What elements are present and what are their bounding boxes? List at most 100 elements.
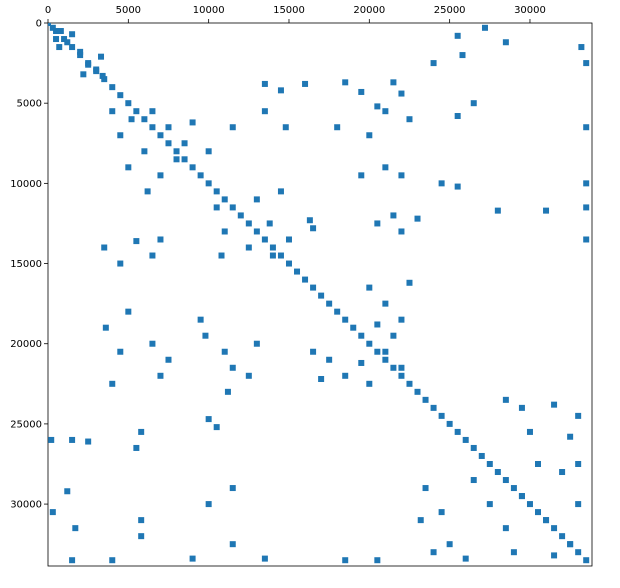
x-tick-label: 15000 [273, 5, 305, 16]
nonzero-entry [583, 204, 590, 211]
nonzero-entry [551, 525, 558, 532]
y-tick-label: 5000 [17, 99, 42, 110]
nonzero-entry [69, 44, 76, 51]
nonzero-entry [157, 372, 164, 379]
nonzero-entry [102, 324, 109, 331]
nonzero-entry [221, 196, 228, 203]
y-tick-label: 20000 [10, 339, 42, 350]
nonzero-entry [382, 300, 389, 307]
nonzero-entry [69, 31, 76, 38]
nonzero-entry [229, 541, 236, 548]
nonzero-entry [454, 113, 461, 120]
nonzero-entry [229, 364, 236, 371]
nonzero-entry [221, 348, 228, 355]
nonzero-entry [261, 236, 268, 243]
y-tick-label: 0 [36, 19, 42, 30]
nonzero-entry [221, 228, 228, 235]
nonzero-entry [454, 32, 461, 39]
nonzero-entry [285, 260, 292, 267]
nonzero-entry [583, 557, 590, 564]
x-tick-label: 0 [45, 5, 51, 16]
nonzero-entry [382, 348, 389, 355]
nonzero-entry [318, 292, 325, 299]
nonzero-entry [398, 364, 405, 371]
nonzero-entry [133, 444, 140, 451]
nonzero-entry [133, 238, 140, 245]
nonzero-entry [85, 61, 92, 68]
nonzero-entry [583, 124, 590, 131]
nonzero-entry [245, 372, 252, 379]
nonzero-entry [502, 477, 509, 484]
nonzero-entry [494, 469, 501, 476]
nonzero-entry [93, 66, 100, 73]
nonzero-entry [117, 132, 124, 139]
nonzero-entry [406, 380, 413, 387]
nonzero-entry [417, 517, 424, 524]
nonzero-entry [218, 252, 225, 259]
nonzero-entry [282, 124, 289, 131]
nonzero-entry [334, 124, 341, 131]
nonzero-entry [398, 372, 405, 379]
x-tick-label: 10000 [193, 5, 225, 16]
nonzero-entry [101, 244, 108, 251]
nonzero-entry [567, 433, 574, 440]
nonzero-entry [374, 348, 381, 355]
nonzero-entry [109, 108, 116, 115]
nonzero-entry [181, 140, 188, 147]
nonzero-entry [374, 103, 381, 110]
nonzero-entry [486, 501, 493, 508]
nonzero-entry [229, 485, 236, 492]
nonzero-entry [318, 376, 325, 383]
nonzero-entry [374, 220, 381, 227]
nonzero-entry [382, 164, 389, 171]
nonzero-entry [398, 316, 405, 323]
nonzero-entry [56, 44, 63, 51]
nonzero-entry [144, 188, 151, 195]
nonzero-entry [310, 348, 317, 355]
nonzero-entry [358, 172, 365, 179]
nonzero-entry [157, 132, 164, 139]
nonzero-entry [438, 180, 445, 187]
nonzero-entry [398, 172, 405, 179]
nonzero-entry [559, 533, 566, 540]
nonzero-entry [125, 164, 132, 171]
nonzero-entry [109, 557, 116, 564]
x-tick-label: 25000 [434, 5, 466, 16]
nonzero-entry [117, 260, 124, 267]
nonzero-entry [64, 39, 71, 46]
nonzero-entry [141, 148, 148, 155]
nonzero-entry [189, 119, 196, 126]
nonzero-entry [181, 156, 188, 163]
nonzero-entry [510, 549, 517, 556]
nonzero-entry [48, 436, 55, 443]
nonzero-entry [266, 220, 273, 227]
nonzero-entry [390, 212, 397, 219]
nonzero-entry [49, 509, 56, 516]
nonzero-entry [583, 60, 590, 67]
x-tick-label: 30000 [514, 5, 546, 16]
nonzero-entry [85, 438, 92, 445]
nonzero-entry [224, 388, 231, 395]
nonzero-entry [406, 279, 413, 286]
nonzero-entry [128, 116, 135, 123]
nonzero-entry [446, 420, 453, 427]
nonzero-entry [543, 517, 550, 524]
nonzero-entry [481, 24, 488, 31]
nonzero-entry [470, 100, 477, 107]
nonzero-entry [567, 541, 574, 548]
nonzero-entry [294, 268, 301, 275]
nonzero-entry [510, 485, 517, 492]
nonzero-entry [80, 71, 87, 78]
nonzero-entry [165, 124, 172, 131]
nonzero-entry [157, 236, 164, 243]
nonzero-entry [578, 44, 585, 51]
nonzero-entry [470, 444, 477, 451]
nonzero-entry [502, 525, 509, 532]
nonzero-entry [398, 90, 405, 97]
nonzero-entry [398, 228, 405, 235]
nonzero-entry [310, 284, 317, 291]
nonzero-entry [526, 428, 533, 435]
nonzero-entry [583, 236, 590, 243]
nonzero-entry [454, 183, 461, 190]
